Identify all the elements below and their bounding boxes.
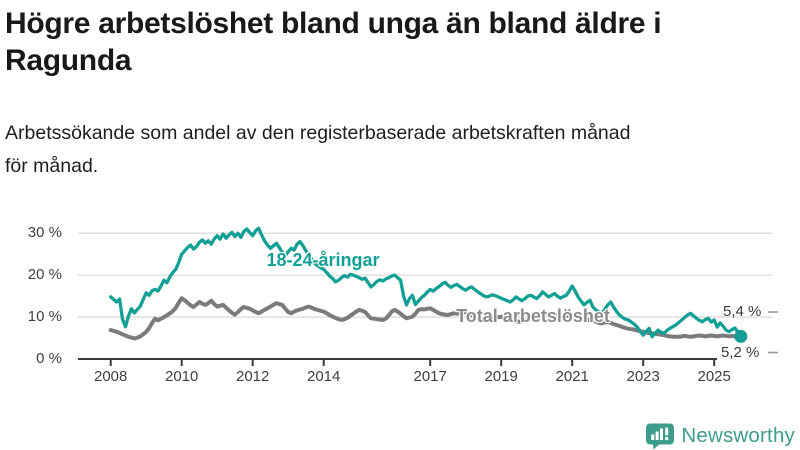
subtitle-line-1: Arbetssökande som andel av den registerb… xyxy=(5,122,631,144)
series-label-young: 18-24-åringar xyxy=(266,250,380,270)
newsworthy-logo-icon xyxy=(646,423,675,450)
x-axis-label: 2012 xyxy=(236,368,270,385)
x-axis-label: 2019 xyxy=(484,368,518,385)
y-axis-label: 20 % xyxy=(27,266,62,284)
title-line-1: Högre arbetslöshet bland unga än bland ä… xyxy=(5,7,662,40)
title-line-2: Ragunda xyxy=(5,44,132,77)
series-label-total: Total arbetslöshet xyxy=(456,306,610,326)
series-end-dot xyxy=(734,329,748,343)
chart-subtitle: Arbetssökande som andel av den registerb… xyxy=(5,117,795,183)
end-value-label-young: 5,4 % xyxy=(723,303,762,320)
x-axis-label: 2008 xyxy=(94,368,128,385)
series-line-total xyxy=(108,296,743,341)
newsworthy-logo: Newsworthy xyxy=(645,422,795,450)
subtitle-line-2: för månad. xyxy=(5,155,99,177)
y-axis-label: 30 % xyxy=(27,224,62,242)
x-axis-label: 2023 xyxy=(626,368,660,385)
x-axis-label: 2010 xyxy=(165,368,199,385)
y-axis-label: 10 % xyxy=(27,308,62,326)
x-axis-label: 2025 xyxy=(697,368,731,385)
newsworthy-wordmark: Newsworthy xyxy=(681,424,795,447)
x-axis-label: 2017 xyxy=(413,368,447,385)
y-axis-label: 0 % xyxy=(36,350,62,367)
x-axis-label: 2021 xyxy=(555,368,589,385)
x-axis-label: 2014 xyxy=(307,368,341,385)
end-value-label-total: 5,2 % xyxy=(721,344,760,361)
series-line-young xyxy=(109,226,743,339)
page-title: Högre arbetslöshet bland unga än bland ä… xyxy=(5,5,795,79)
